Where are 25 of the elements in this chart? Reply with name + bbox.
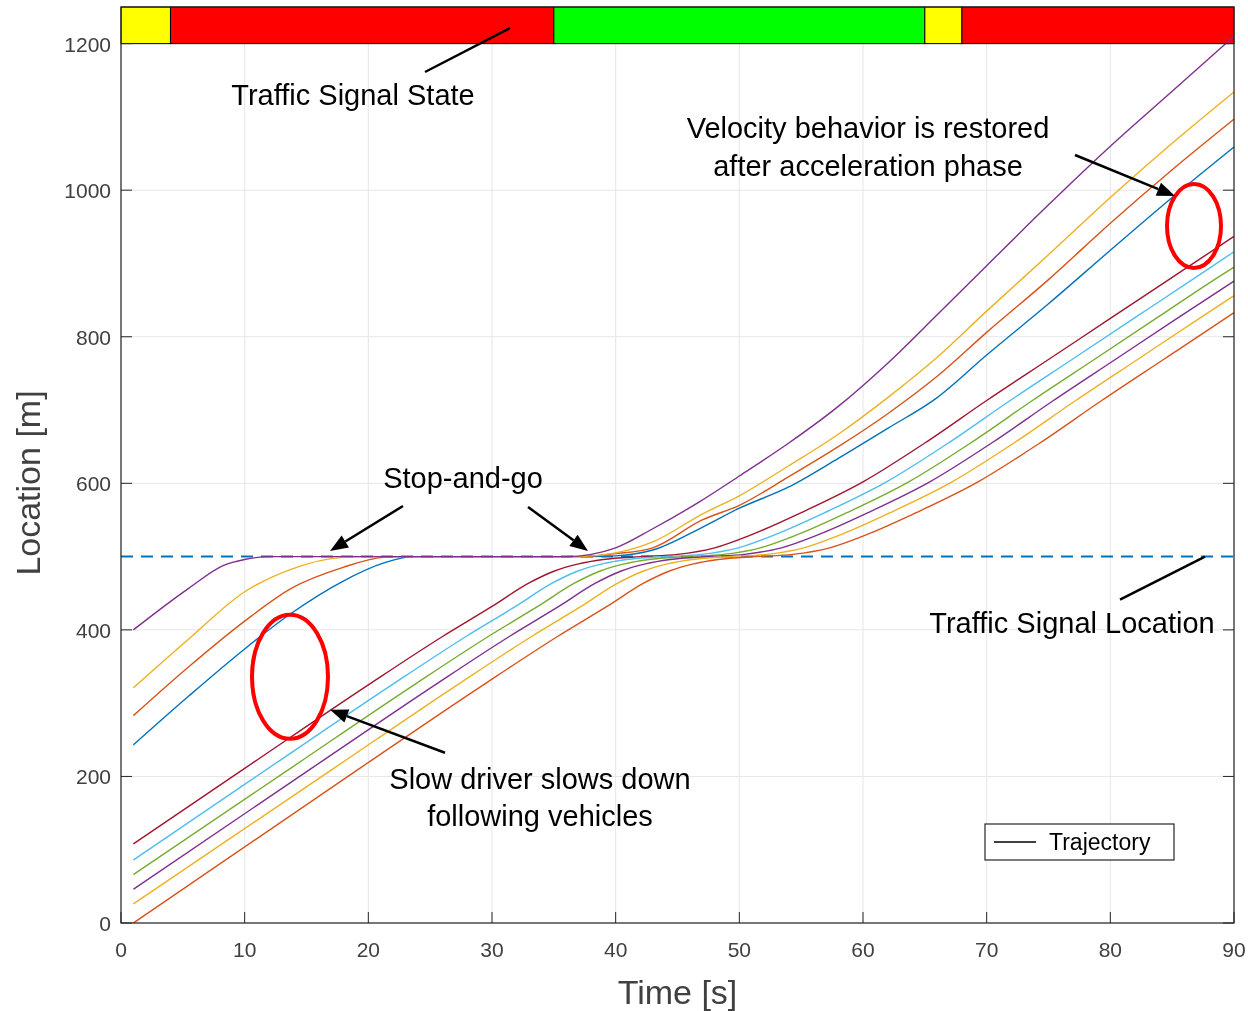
annotation: Velocity behavior is restored after acceleration phase <box>686 112 1050 182</box>
y-tick-label: 1000 <box>64 179 111 203</box>
y-tick-label: 200 <box>75 765 111 789</box>
y-tick-label: 1200 <box>64 32 111 56</box>
annotation: Traffic Signal State <box>231 79 475 111</box>
annotation: Stop-and-go <box>383 462 543 494</box>
legend-label: Trajectory <box>1049 829 1151 855</box>
y-tick-label: 400 <box>75 618 111 642</box>
x-tick-label: 30 <box>480 938 504 961</box>
x-tick-label: 0 <box>115 938 127 961</box>
ref-line-label: Traffic Signal Location <box>929 606 1215 639</box>
x-axis-title: Time [s] <box>617 973 738 1011</box>
x-tick-label: 20 <box>356 938 381 961</box>
x-tick-label: 40 <box>603 938 628 961</box>
x-tick-label: 80 <box>1098 938 1123 961</box>
y-axis-title: Location [m] <box>9 390 47 576</box>
y-tick-label: 800 <box>75 325 111 349</box>
x-tick-label: 90 <box>1222 938 1246 961</box>
x-tick-label: 10 <box>232 938 257 961</box>
y-tick-label: 0 <box>99 912 111 935</box>
y-tick-label: 600 <box>75 472 111 496</box>
x-tick-label: 60 <box>851 938 875 961</box>
x-tick-label: 70 <box>974 938 999 961</box>
x-tick-label: 50 <box>727 938 752 961</box>
annotation: Slow driver slows down following vehicles <box>389 762 691 833</box>
